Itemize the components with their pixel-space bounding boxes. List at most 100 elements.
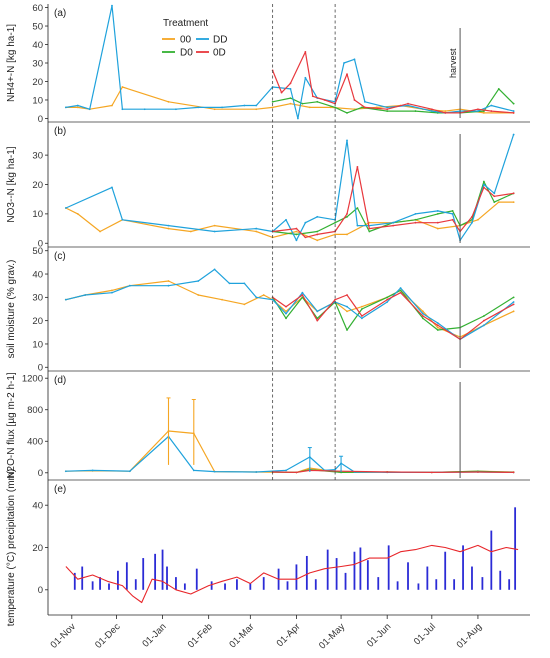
- data-point-DD: [301, 291, 304, 294]
- data-point-0D: [346, 212, 348, 215]
- data-point-00: [167, 100, 170, 103]
- data-point-0D: [399, 291, 402, 294]
- panel-c: 0 10 20 30 40 50 (c) soil moisture (% grav.): [6, 246, 530, 374]
- data-point-DD: [414, 212, 417, 215]
- data-point-00: [477, 218, 479, 221]
- data-point-0D: [386, 298, 389, 301]
- data-point-DD: [64, 207, 67, 209]
- data-point-DD: [285, 469, 287, 472]
- data-point-0D: [304, 236, 307, 239]
- series-line-0D: [272, 51, 514, 114]
- data-point-DD: [346, 139, 348, 142]
- data-point-0D: [482, 186, 485, 189]
- legend-label-d0: D0: [180, 48, 193, 59]
- precipitation-bar: [134, 579, 137, 590]
- data-point-DD: [88, 108, 91, 111]
- x-tick-label: 01-Dec: [93, 621, 123, 651]
- data-point-0D: [295, 227, 298, 230]
- series-line-00: [65, 430, 514, 473]
- precipitation-bar: [236, 579, 238, 590]
- precipitation-bar: [407, 562, 409, 590]
- data-point-DD: [64, 470, 67, 473]
- data-point-0D: [471, 215, 473, 218]
- data-point-DD: [421, 312, 424, 315]
- data-point-DD: [363, 100, 366, 103]
- y-tick-label: 30: [32, 58, 43, 69]
- data-point-DD: [111, 186, 113, 189]
- data-point-0D: [334, 298, 337, 301]
- data-point-DD: [295, 239, 298, 242]
- data-point-00: [289, 102, 292, 105]
- data-point-D0: [414, 218, 417, 221]
- data-point-0D: [323, 99, 326, 101]
- x-tick-label: 01-Aug: [455, 621, 484, 650]
- data-point-D0: [346, 215, 348, 218]
- data-point-DD: [482, 183, 485, 186]
- data-point-00: [346, 310, 348, 313]
- legend-title: Treatment: [163, 18, 208, 29]
- data-point-0D: [407, 102, 409, 105]
- y-axis-label: soil moisture (% grav.): [6, 260, 17, 359]
- data-point-DD: [477, 110, 479, 112]
- data-point-00: [295, 230, 298, 233]
- precipitation-bar: [366, 560, 369, 590]
- precipitation-bar: [387, 545, 390, 590]
- data-point-DD: [167, 224, 170, 227]
- data-point-DD: [192, 469, 195, 472]
- data-point-DD: [399, 287, 402, 289]
- data-point-D0: [360, 308, 363, 310]
- data-point-00: [482, 112, 485, 114]
- precipitation-bar: [154, 553, 157, 590]
- data-point-0D: [301, 294, 304, 296]
- data-point-D0: [414, 110, 417, 112]
- data-point-0D: [346, 294, 348, 296]
- data-point-00: [111, 289, 113, 292]
- data-point-DD: [64, 298, 67, 301]
- y-tick-label: 10: [32, 209, 43, 220]
- data-point-D0: [497, 87, 500, 90]
- data-point-0D: [512, 112, 515, 114]
- precipitation-bar: [344, 572, 347, 590]
- precipitation-bar: [396, 581, 399, 590]
- legend: Treatment 00 D0 DD 0D: [162, 18, 227, 59]
- precipitation-bar: [73, 572, 76, 590]
- legend-label-00: 00: [180, 35, 192, 46]
- data-point-D0: [451, 210, 454, 212]
- data-point-D0: [368, 230, 371, 233]
- data-point-00: [316, 239, 319, 242]
- data-point-0D: [430, 471, 433, 474]
- precipitation-bar: [117, 570, 119, 590]
- data-point-00: [167, 227, 170, 230]
- data-point-0D: [477, 108, 479, 111]
- x-tick-label: 01-Jul: [412, 621, 438, 647]
- data-point-0D: [368, 227, 371, 230]
- precipitation-bar: [444, 551, 447, 590]
- data-point-D0: [482, 180, 485, 183]
- data-point-DD: [343, 62, 345, 64]
- data-point-00: [213, 224, 216, 227]
- data-point-0D: [360, 315, 363, 317]
- x-tick-label: 01-Apr: [275, 621, 303, 649]
- x-tick-label: 01-Mar: [227, 621, 256, 650]
- y-tick-label: 0: [38, 363, 43, 374]
- precipitation-bar: [326, 549, 329, 590]
- panel-tag: (b): [54, 126, 66, 137]
- y-tick-label: 40: [32, 501, 43, 512]
- data-point-DD: [304, 221, 307, 224]
- data-point-D0: [512, 296, 515, 299]
- data-point-DD: [512, 133, 515, 136]
- data-point-DD: [285, 218, 287, 221]
- data-point-0D: [436, 221, 439, 224]
- x-tick-label: 01-Feb: [186, 621, 215, 650]
- data-point-00: [167, 280, 170, 282]
- data-point-DD: [128, 284, 131, 287]
- data-point-DD: [255, 104, 258, 107]
- data-point-0D: [386, 108, 389, 111]
- data-point-DD: [346, 305, 348, 308]
- precipitation-bar: [262, 577, 265, 590]
- data-point-DD: [512, 110, 515, 112]
- precipitation-bar: [295, 564, 298, 590]
- series-line-DD: [65, 5, 514, 120]
- panels: 0 10 20 30 40 50 60 (a) NH4+-N [kg ha-1] 0 10 20 30 (…: [6, 3, 530, 626]
